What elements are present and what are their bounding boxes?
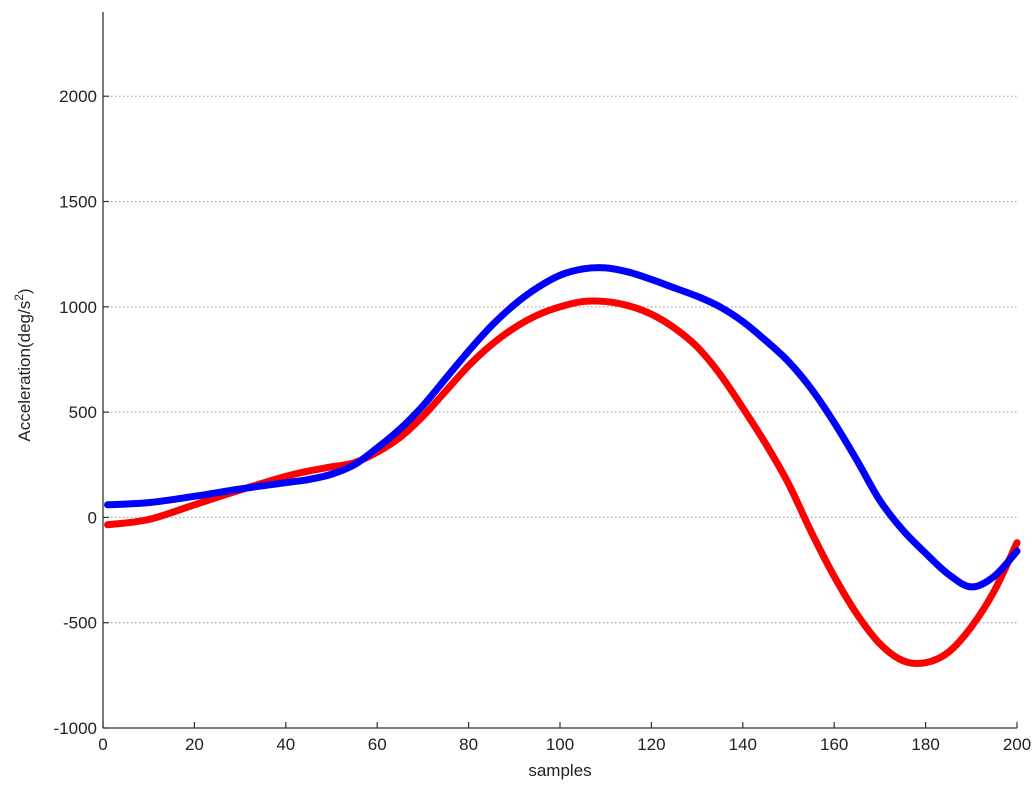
y-axis-label: Acceleration(deg/s2) xyxy=(12,288,34,441)
grid-layer xyxy=(103,95,1017,624)
y-axis-label-close: ) xyxy=(15,288,34,294)
y-tick-label: 2000 xyxy=(59,87,97,106)
x-axis-label: samples xyxy=(528,761,591,780)
y-tick-label: -500 xyxy=(63,614,97,633)
x-tick-label: 0 xyxy=(98,735,107,754)
series-line-1 xyxy=(104,297,1021,667)
y-tick-label: 1000 xyxy=(59,298,97,317)
x-tick-label: 160 xyxy=(820,735,848,754)
y-tick-label: 1500 xyxy=(59,193,97,212)
x-tick-label: 40 xyxy=(276,735,295,754)
series-layer xyxy=(104,264,1021,667)
x-tick-label: 60 xyxy=(368,735,387,754)
x-tick-label: 140 xyxy=(729,735,757,754)
y-axis-label-main: Acceleration(deg/s xyxy=(15,301,34,442)
x-tick-label: 180 xyxy=(911,735,939,754)
y-tick-label: 0 xyxy=(88,508,97,527)
x-tick-label: 120 xyxy=(637,735,665,754)
y-tick-label: 500 xyxy=(69,403,97,422)
axis-layer: -1000 -500 0 500 1000 1500 2000 0 20 40 60 80 100 120… xyxy=(54,12,1031,754)
y-axis-label-superscript: 2 xyxy=(12,294,26,301)
x-tick-label: 80 xyxy=(459,735,478,754)
series-line-2 xyxy=(104,264,1021,591)
x-tick-label: 200 xyxy=(1003,735,1031,754)
y-tick-label: -1000 xyxy=(54,719,97,738)
x-tick-label: 100 xyxy=(546,735,574,754)
x-tick-label: 20 xyxy=(185,735,204,754)
